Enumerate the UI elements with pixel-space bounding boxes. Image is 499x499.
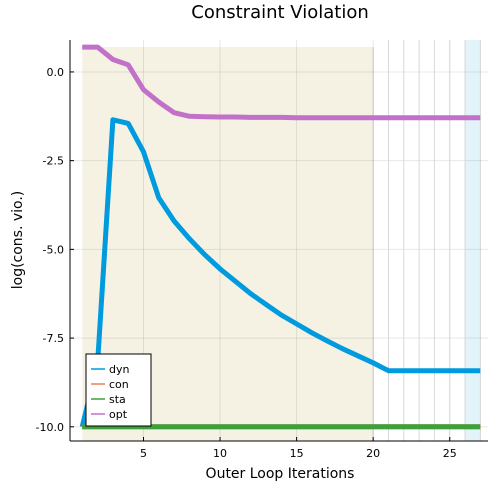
x-tick-label: 15 (290, 447, 304, 460)
x-axis-label: Outer Loop Iterations (206, 466, 355, 482)
x-tick-label: 25 (443, 447, 457, 460)
legend-label-sta: sta (109, 393, 126, 406)
x-tick-label: 10 (213, 447, 227, 460)
x-tick-label: 5 (140, 447, 147, 460)
legend: dyn con sta opt (85, 353, 152, 427)
legend-label-opt: opt (109, 408, 128, 421)
x-tick-label: 20 (366, 447, 380, 460)
y-tick-label: -2.5 (43, 155, 64, 168)
chart-title: Constraint Violation (191, 2, 369, 23)
y-tick-label: 0.0 (47, 66, 65, 79)
series-lines (79, 44, 481, 430)
series-line-dyn (79, 117, 481, 428)
series-line-opt (82, 44, 481, 121)
tick-labels: 5 10 15 20 25 0.0 -2.5 -5.0 -7.5 -10.0 (36, 66, 457, 460)
shaded-region-2 (465, 40, 481, 441)
y-tick-label: -10.0 (36, 421, 64, 434)
y-tick-label: -5.0 (43, 243, 64, 256)
y-tick-label: -7.5 (43, 332, 64, 345)
y-axis-label: log(cons. vio.) (10, 191, 26, 290)
iteration-markers (387, 40, 466, 441)
axes (69, 40, 488, 442)
legend-label-con: con (109, 378, 129, 391)
legend-label-dyn: dyn (109, 363, 129, 376)
